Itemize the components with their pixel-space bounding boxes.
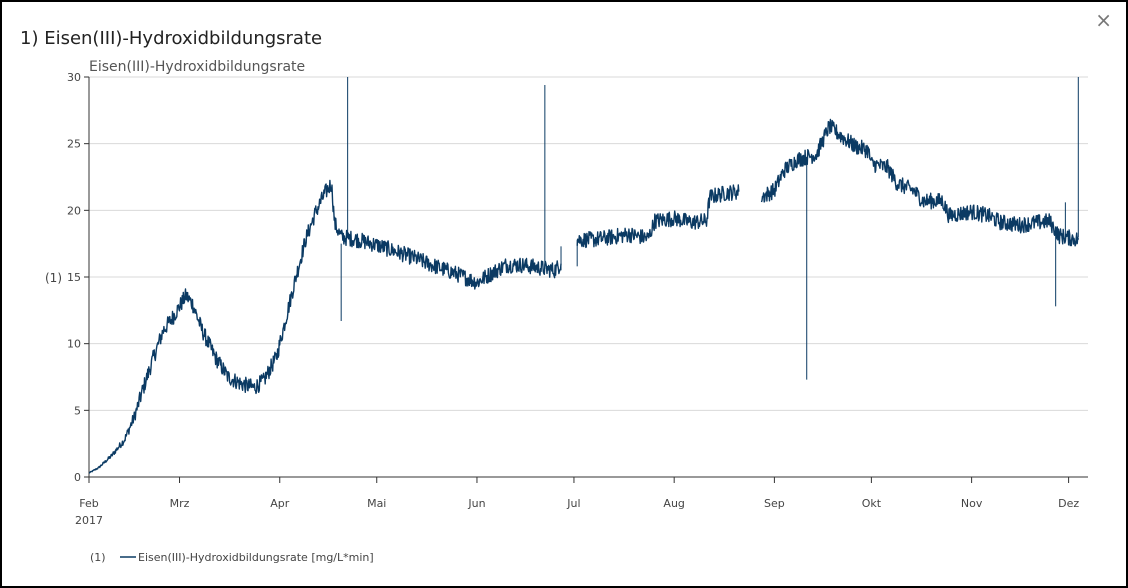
dialog-title: 1) Eisen(III)-Hydroxidbildungsrate [20, 28, 323, 49]
series-line-segment [88, 179, 562, 474]
x-tick-label: Aug [663, 497, 684, 510]
x-tick-label: Sep [764, 497, 785, 510]
series-layer [88, 77, 1079, 474]
x-tick-label: Okt [862, 497, 882, 510]
y-tick-label: 15 [67, 271, 81, 284]
x-tick-label: Feb [79, 497, 98, 510]
x-tick-label: Jul [566, 497, 580, 510]
x-tick-sublabel: 2017 [75, 514, 103, 527]
series-line-segment [760, 118, 1079, 247]
legend: (1) Eisen(III)-Hydroxidbildungsrate [mg/… [90, 551, 374, 564]
y-tick-label: 0 [74, 471, 81, 484]
x-tick-label: Apr [270, 497, 290, 510]
x-tick-label: Nov [961, 497, 983, 510]
series-line-segment [576, 184, 740, 249]
y-tick-label: 25 [67, 138, 81, 151]
x-tick-label: Dez [1058, 497, 1079, 510]
legend-entry: Eisen(III)-Hydroxidbildungsrate [mg/L*mi… [138, 551, 374, 564]
grid-lines [88, 76, 1088, 478]
legend-axis-label: (1) [90, 551, 106, 564]
x-axis-ticks: Feb 2017 Mrz Apr Mai Jun Jul Aug Sep Okt Nov Dez [75, 477, 1079, 527]
y-axis-ticks: 0 5 10 15 20 25 30 [67, 71, 89, 484]
x-tick-label: Jun [467, 497, 485, 510]
x-tick-label: Mrz [170, 497, 190, 510]
y-tick-label: 20 [67, 204, 81, 217]
y-axis-label: (1) [45, 271, 62, 285]
y-tick-label: 30 [67, 71, 81, 84]
y-tick-label: 5 [74, 404, 81, 417]
y-tick-label: 10 [67, 338, 81, 351]
x-tick-label: Mai [367, 497, 386, 510]
chart-title: Eisen(III)-Hydroxidbildungsrate [89, 59, 305, 75]
close-icon[interactable]: × [1095, 8, 1112, 32]
